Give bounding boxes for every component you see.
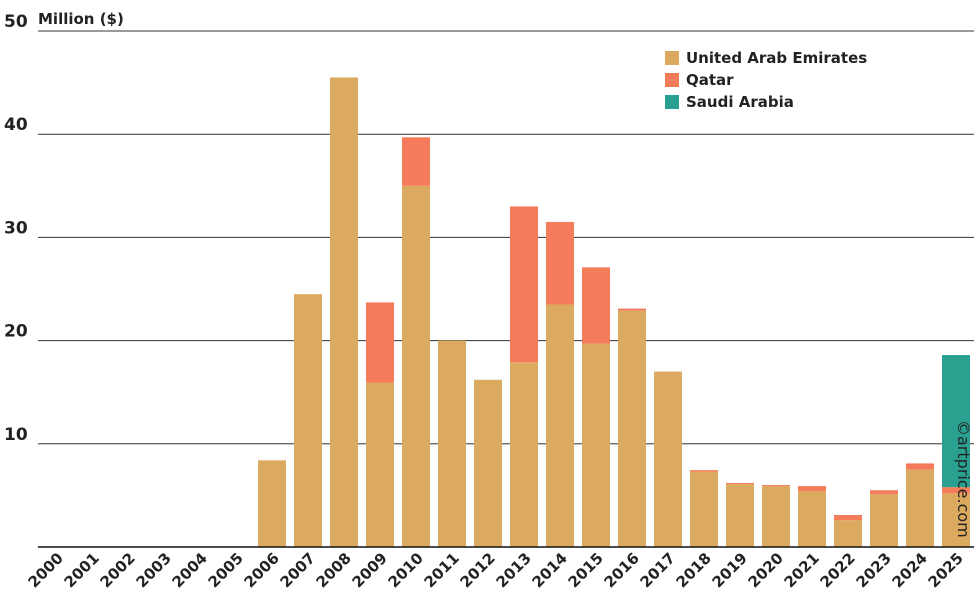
- bar-segment: [690, 471, 718, 547]
- x-tick-label: 2005: [205, 549, 247, 591]
- bar-segment: [330, 77, 358, 547]
- bar-segment: [618, 310, 646, 547]
- bar-segment: [906, 463, 934, 470]
- bar-segment: [834, 520, 862, 547]
- x-tick-label: 2010: [385, 549, 427, 591]
- y-tick-label: 30: [4, 218, 28, 238]
- legend-label: United Arab Emirates: [686, 49, 867, 67]
- bar-segment: [294, 294, 322, 547]
- x-tick-label: 2015: [565, 549, 607, 591]
- bar-segment: [366, 302, 394, 383]
- bar-segment: [870, 490, 898, 495]
- x-tick-label: 2020: [745, 549, 787, 591]
- bar-segment: [654, 371, 682, 547]
- bar-segment: [798, 486, 826, 492]
- x-tick-label: 2019: [709, 549, 751, 591]
- x-tick-label: 2024: [889, 549, 931, 591]
- bar-segment: [870, 494, 898, 547]
- bar-segment: [546, 304, 574, 547]
- y-axis-label: Million ($): [38, 10, 124, 28]
- y-tick-label: 20: [4, 322, 28, 342]
- bar-segment: [582, 267, 610, 344]
- bar-segment: [438, 340, 466, 547]
- legend-swatch: [665, 51, 679, 65]
- x-tick-label: 2009: [349, 549, 391, 591]
- x-tick-label: 2025: [925, 549, 967, 591]
- legend-label: Qatar: [686, 71, 734, 89]
- x-tick-label: 2008: [313, 549, 355, 591]
- x-tick-label: 2013: [493, 549, 535, 591]
- bar-segment: [942, 487, 970, 494]
- x-tick-label: 2000: [25, 549, 67, 591]
- bar-segment: [798, 491, 826, 547]
- bar-segment: [942, 493, 970, 547]
- legend-label: Saudi Arabia: [686, 93, 794, 111]
- bar-segment: [942, 355, 970, 488]
- bar-segment: [582, 343, 610, 547]
- x-tick-label: 2016: [601, 549, 643, 591]
- bar-segment: [762, 486, 790, 547]
- bar-segment: [906, 469, 934, 547]
- bar-segment: [834, 515, 862, 521]
- x-tick-label: 2007: [277, 549, 319, 591]
- bar-segment: [366, 382, 394, 547]
- bar-segment: [726, 483, 754, 485]
- bar-segment: [546, 221, 574, 305]
- bar-segment: [690, 470, 718, 472]
- bar-segment: [618, 308, 646, 311]
- x-tick-label: 2001: [61, 549, 103, 591]
- x-tick-label: 2014: [529, 549, 571, 591]
- y-tick-label: 40: [4, 115, 28, 135]
- legend-swatch: [665, 95, 679, 109]
- bar-segment: [474, 379, 502, 547]
- x-tick-label: 2023: [853, 549, 895, 591]
- watermark: ©artprice.com: [954, 420, 973, 538]
- y-tick-label: 50: [4, 12, 28, 32]
- x-tick-label: 2006: [241, 549, 283, 591]
- bar-segment: [402, 185, 430, 548]
- bar-segment: [258, 460, 286, 547]
- x-tick-label: 2021: [781, 549, 823, 591]
- y-tick-label: 10: [4, 425, 28, 445]
- x-tick-label: 2002: [97, 549, 139, 591]
- bar-segment: [510, 362, 538, 547]
- x-tick-label: 2022: [817, 549, 859, 591]
- x-tick-label: 2011: [421, 549, 463, 591]
- x-tick-label: 2004: [169, 549, 211, 591]
- x-tick-label: 2017: [637, 549, 679, 591]
- x-tick-label: 2003: [133, 549, 175, 591]
- bar-segment: [726, 484, 754, 547]
- x-tick-label: 2012: [457, 549, 499, 591]
- bar-segment: [510, 206, 538, 363]
- bar-segment: [402, 137, 430, 186]
- x-tick-label: 2018: [673, 549, 715, 591]
- legend-swatch: [665, 73, 679, 87]
- bar-segment: [762, 485, 790, 487]
